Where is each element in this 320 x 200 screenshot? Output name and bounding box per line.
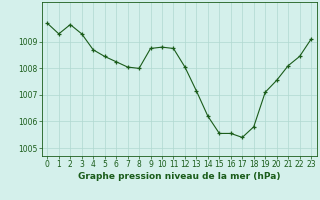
X-axis label: Graphe pression niveau de la mer (hPa): Graphe pression niveau de la mer (hPa): [78, 172, 280, 181]
